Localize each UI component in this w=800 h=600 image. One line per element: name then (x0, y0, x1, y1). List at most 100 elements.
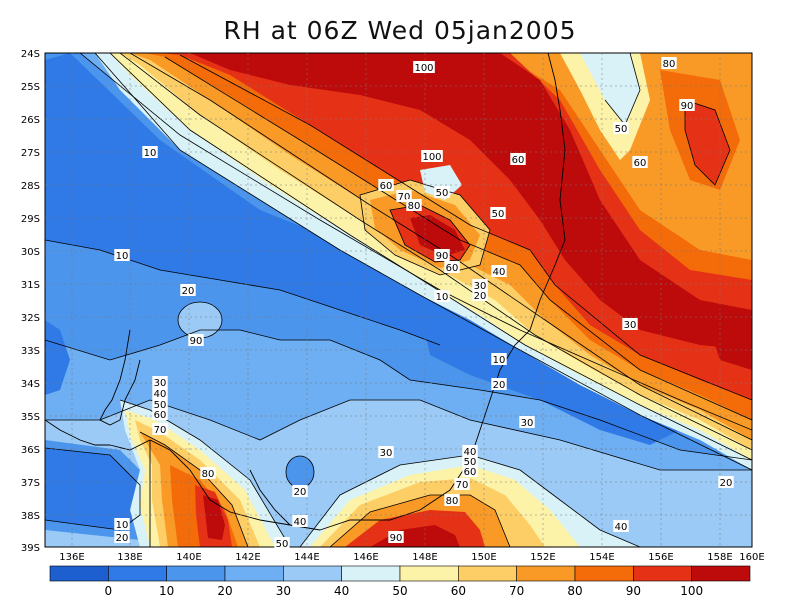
colorbar-tick-label: 40 (334, 584, 349, 598)
colorbar-tick-label: 20 (217, 584, 232, 598)
lon-tick-label: 140E (176, 552, 201, 563)
longitude-axis: 136E 138E 140E 142E 144E 146E 148E 150E 152E 154E… (59, 552, 764, 563)
contour-line (129, 53, 752, 441)
contour-label-bg (152, 408, 168, 420)
contour-label-bg (142, 146, 158, 158)
contour-line (179, 54, 752, 401)
contour-label: 10 (493, 355, 506, 366)
contour-label-bg (444, 261, 460, 273)
colorbar-swatch (166, 565, 226, 582)
contour-line (389, 204, 471, 263)
contour-label: 60 (446, 263, 459, 274)
contour-label: 40 (493, 267, 506, 278)
colorbar-tick-label: 90 (626, 584, 641, 598)
contour-label: 30 (521, 418, 534, 429)
lat-tick-label: 26S (21, 115, 40, 126)
lon-tick-label: 144E (294, 552, 319, 563)
contour-label: 20 (474, 291, 487, 302)
contour-label: 70 (456, 480, 469, 491)
contour-label: 20 (182, 286, 195, 297)
contour-label: 30 (474, 281, 487, 292)
contour-label-bg (462, 465, 478, 477)
contour-label-bg (613, 122, 629, 134)
colorbar-tick-label: 60 (451, 584, 466, 598)
lon-tick-label: 158E (707, 552, 732, 563)
lat-tick-label: 34S (21, 379, 40, 390)
contour-label-bg (406, 199, 422, 211)
contour-label: 10 (436, 292, 449, 303)
lat-tick-label: 33S (21, 346, 40, 357)
contour-label-bg (292, 515, 308, 527)
colorbar: 0 10 20 30 40 50 60 70 80 90 100 (49, 565, 751, 598)
lat-tick-label: 38S (21, 511, 40, 522)
contour-label-bg (114, 531, 130, 543)
contour-label-bg (413, 61, 435, 73)
contour-label-bg (378, 446, 394, 458)
contour-label-bg (519, 416, 535, 428)
contour-label: 50 (436, 188, 449, 199)
contour-label: 80 (408, 201, 421, 212)
colorbar-swatch (49, 565, 109, 582)
coastline-gulf (45, 419, 110, 446)
contour-label: 90 (681, 101, 694, 112)
contour-label: 80 (446, 496, 459, 507)
lon-tick-label: 136E (59, 552, 84, 563)
contour-label-bg (491, 378, 507, 390)
colorbar-tick-label: 50 (392, 584, 407, 598)
colorbar-swatch (108, 565, 167, 582)
colorbar-swatch (283, 565, 342, 582)
contour-label: 40 (615, 522, 628, 533)
lon-tick-label: 150E (471, 552, 496, 563)
contour-label-bg (632, 156, 648, 168)
contour-label: 70 (398, 192, 411, 203)
contour-line (139, 431, 249, 547)
colorbar-swatch (341, 565, 401, 582)
lon-tick-label: 154E (589, 552, 614, 563)
contour-label-bg (490, 207, 506, 219)
fill-ne-lighter (580, 53, 640, 125)
contour-line (109, 53, 752, 461)
contour-label: 30 (380, 448, 393, 459)
lon-tick-label: 142E (235, 552, 260, 563)
contour-label: 40 (464, 447, 477, 458)
lon-tick-label: 152E (530, 552, 555, 563)
contour-label: 60 (634, 158, 647, 169)
contour-line (94, 53, 752, 471)
colorbar-swatch (224, 565, 284, 582)
contour-label: 80 (202, 469, 215, 480)
contour-label: 10 (144, 148, 157, 159)
contour-line (119, 399, 291, 547)
contour-label-bg (152, 398, 168, 410)
contour-lines (45, 53, 752, 547)
lat-tick-label: 30S (21, 247, 40, 258)
contour-label: 90 (390, 533, 403, 544)
contour-label-bg (152, 376, 168, 388)
contour-label: 30 (154, 378, 167, 389)
contour-label-bg (472, 279, 488, 291)
contour-label-bg (718, 476, 734, 488)
contour-label-bg (274, 537, 290, 549)
lat-tick-label: 29S (21, 214, 40, 225)
contour-label-bg (114, 518, 130, 530)
contour-label-bg (434, 186, 450, 198)
contour-label: 40 (154, 389, 167, 400)
fill-90-100 (160, 53, 752, 400)
contour-label-bg (462, 455, 478, 467)
contour-label: 40 (294, 517, 307, 528)
colorbar-swatch (633, 565, 692, 582)
plot-frame (44, 52, 753, 548)
contour-label-bg (613, 520, 629, 532)
coastline (45, 53, 566, 547)
contour-label-bg (472, 289, 488, 301)
colorbar-swatch (691, 565, 751, 582)
contour-label-bg (622, 318, 638, 330)
contour-label-bg (200, 467, 216, 479)
contour-label-bg (378, 179, 394, 191)
lat-tick-label: 27S (21, 148, 40, 159)
contour-label-bg (491, 353, 507, 365)
contour-label-bg (388, 531, 404, 543)
colorbar-tick-label: 80 (567, 584, 582, 598)
fill-east-red (710, 325, 752, 370)
colorbar-tick-label: 30 (276, 584, 291, 598)
fill-blob-100 (410, 215, 465, 256)
